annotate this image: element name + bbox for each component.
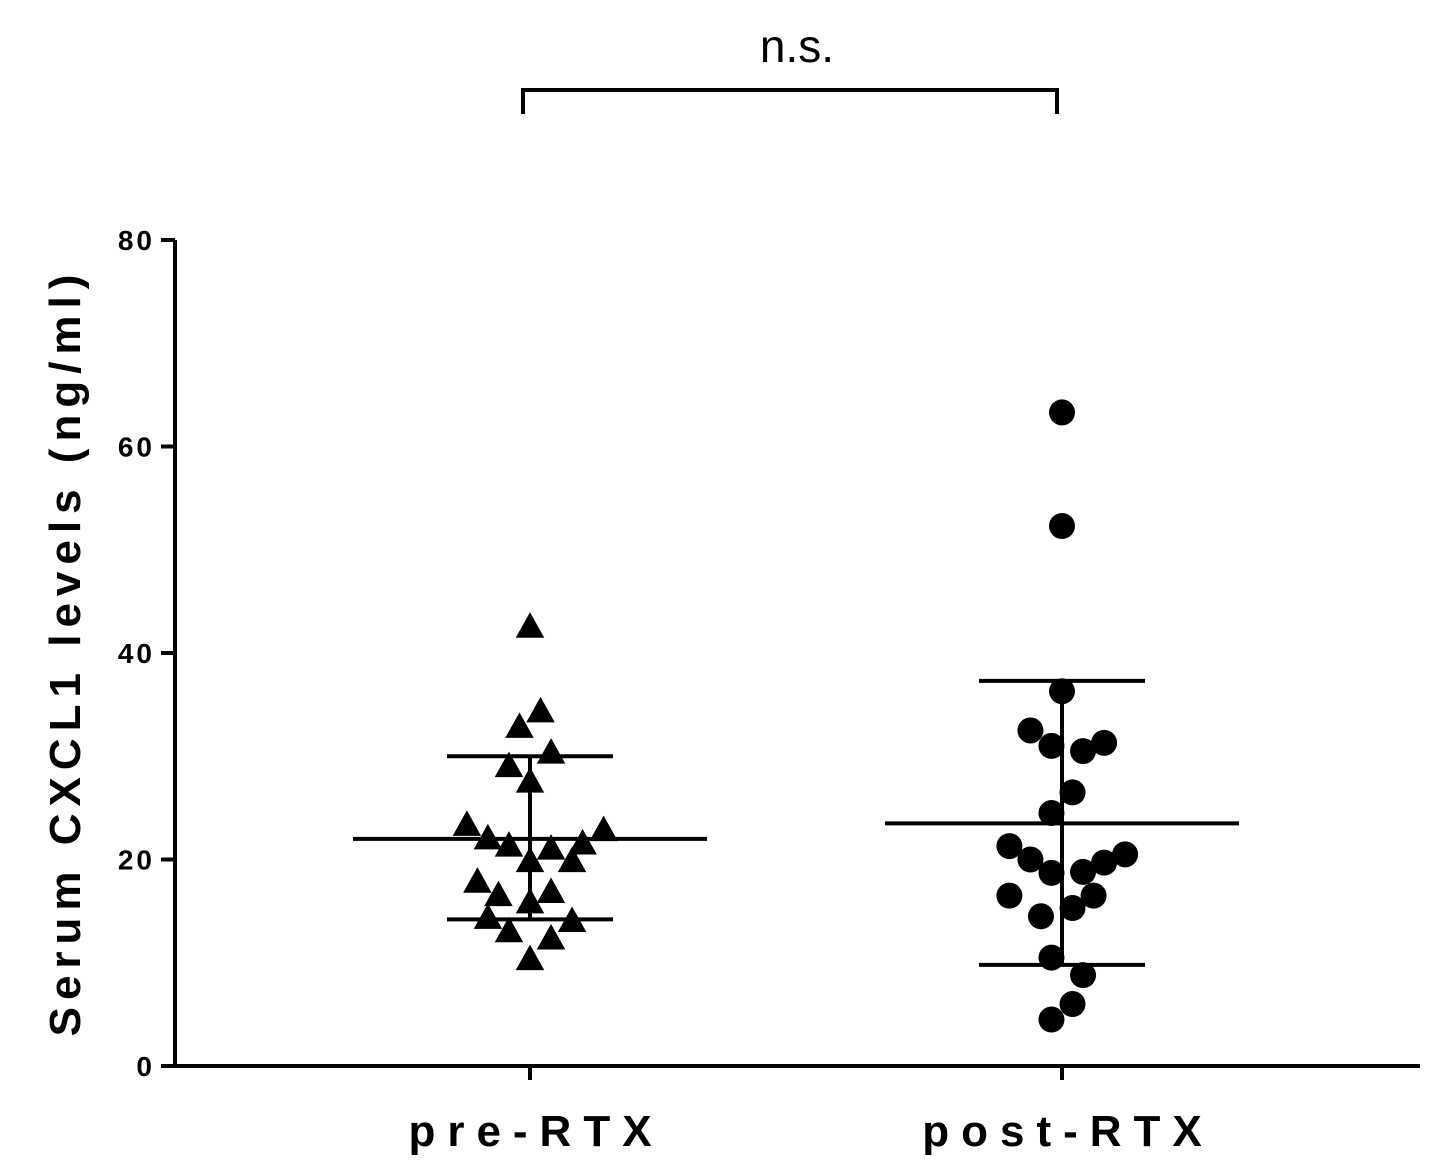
x-category-label: pre-RTX xyxy=(408,1107,663,1156)
data-point-circle xyxy=(996,882,1023,909)
data-point-circle xyxy=(1017,846,1044,873)
data-point-triangle xyxy=(452,810,482,836)
data-point-circle xyxy=(1038,800,1065,827)
data-point-triangle xyxy=(515,612,545,638)
data-point-triangle xyxy=(494,831,524,857)
data-point-triangle xyxy=(463,867,492,893)
data-point-circle xyxy=(1049,513,1075,540)
y-tick-label: 0 xyxy=(136,1051,155,1082)
data-point-circle xyxy=(1091,729,1118,756)
data-point-circle xyxy=(1049,399,1075,426)
data-point-circle xyxy=(1070,962,1097,989)
data-point-circle xyxy=(1080,882,1107,909)
data-point-triangle xyxy=(494,751,524,778)
axes xyxy=(173,240,1420,1068)
data-point-circle xyxy=(1070,858,1097,885)
significance-bracket: n.s. xyxy=(521,20,1059,114)
data-point-circle xyxy=(1038,1006,1065,1033)
data-point-circle xyxy=(1112,841,1139,868)
y-tick-label: 20 xyxy=(118,845,155,876)
x-ticks: pre-RTX post-RTX xyxy=(408,1066,1214,1156)
mean-sd-bars xyxy=(353,678,1239,967)
data-point-circle xyxy=(1038,859,1065,886)
data-point-triangle xyxy=(494,916,524,943)
data-point-circle xyxy=(1027,903,1054,930)
data-point-triangle xyxy=(536,877,566,904)
data-points xyxy=(452,399,1139,1033)
data-point-circle xyxy=(1059,779,1086,806)
data-point-triangle xyxy=(473,903,503,929)
data-point-circle xyxy=(1091,849,1118,876)
data-point-triangle xyxy=(484,880,513,907)
data-point-triangle xyxy=(515,944,545,971)
data-point-circle xyxy=(1038,732,1065,759)
data-point-circle xyxy=(996,833,1023,860)
data-point-circle xyxy=(1059,895,1086,922)
significance-label: n.s. xyxy=(760,20,834,72)
data-point-triangle xyxy=(568,829,597,855)
data-point-circle xyxy=(1017,717,1044,744)
data-point-triangle xyxy=(536,738,566,764)
data-point-triangle xyxy=(526,696,555,723)
data-point-circle xyxy=(1059,991,1086,1018)
data-point-triangle xyxy=(505,712,534,738)
data-point-triangle xyxy=(557,846,587,873)
data-point-triangle xyxy=(536,924,566,950)
data-point-triangle xyxy=(473,823,503,850)
y-axis-title: Serum CXCL1 levels (ng/ml) xyxy=(41,268,90,1037)
y-tick-label: 40 xyxy=(118,638,155,669)
bracket-line xyxy=(521,88,1059,114)
data-point-triangle xyxy=(536,834,566,860)
y-tick-label: 80 xyxy=(118,225,155,256)
y-ticks: 0 20 40 60 80 xyxy=(118,225,175,1082)
data-point-circle xyxy=(1070,738,1097,765)
x-category-label: post-RTX xyxy=(922,1107,1214,1156)
data-point-triangle xyxy=(589,815,618,842)
y-tick-label: 60 xyxy=(118,432,155,463)
